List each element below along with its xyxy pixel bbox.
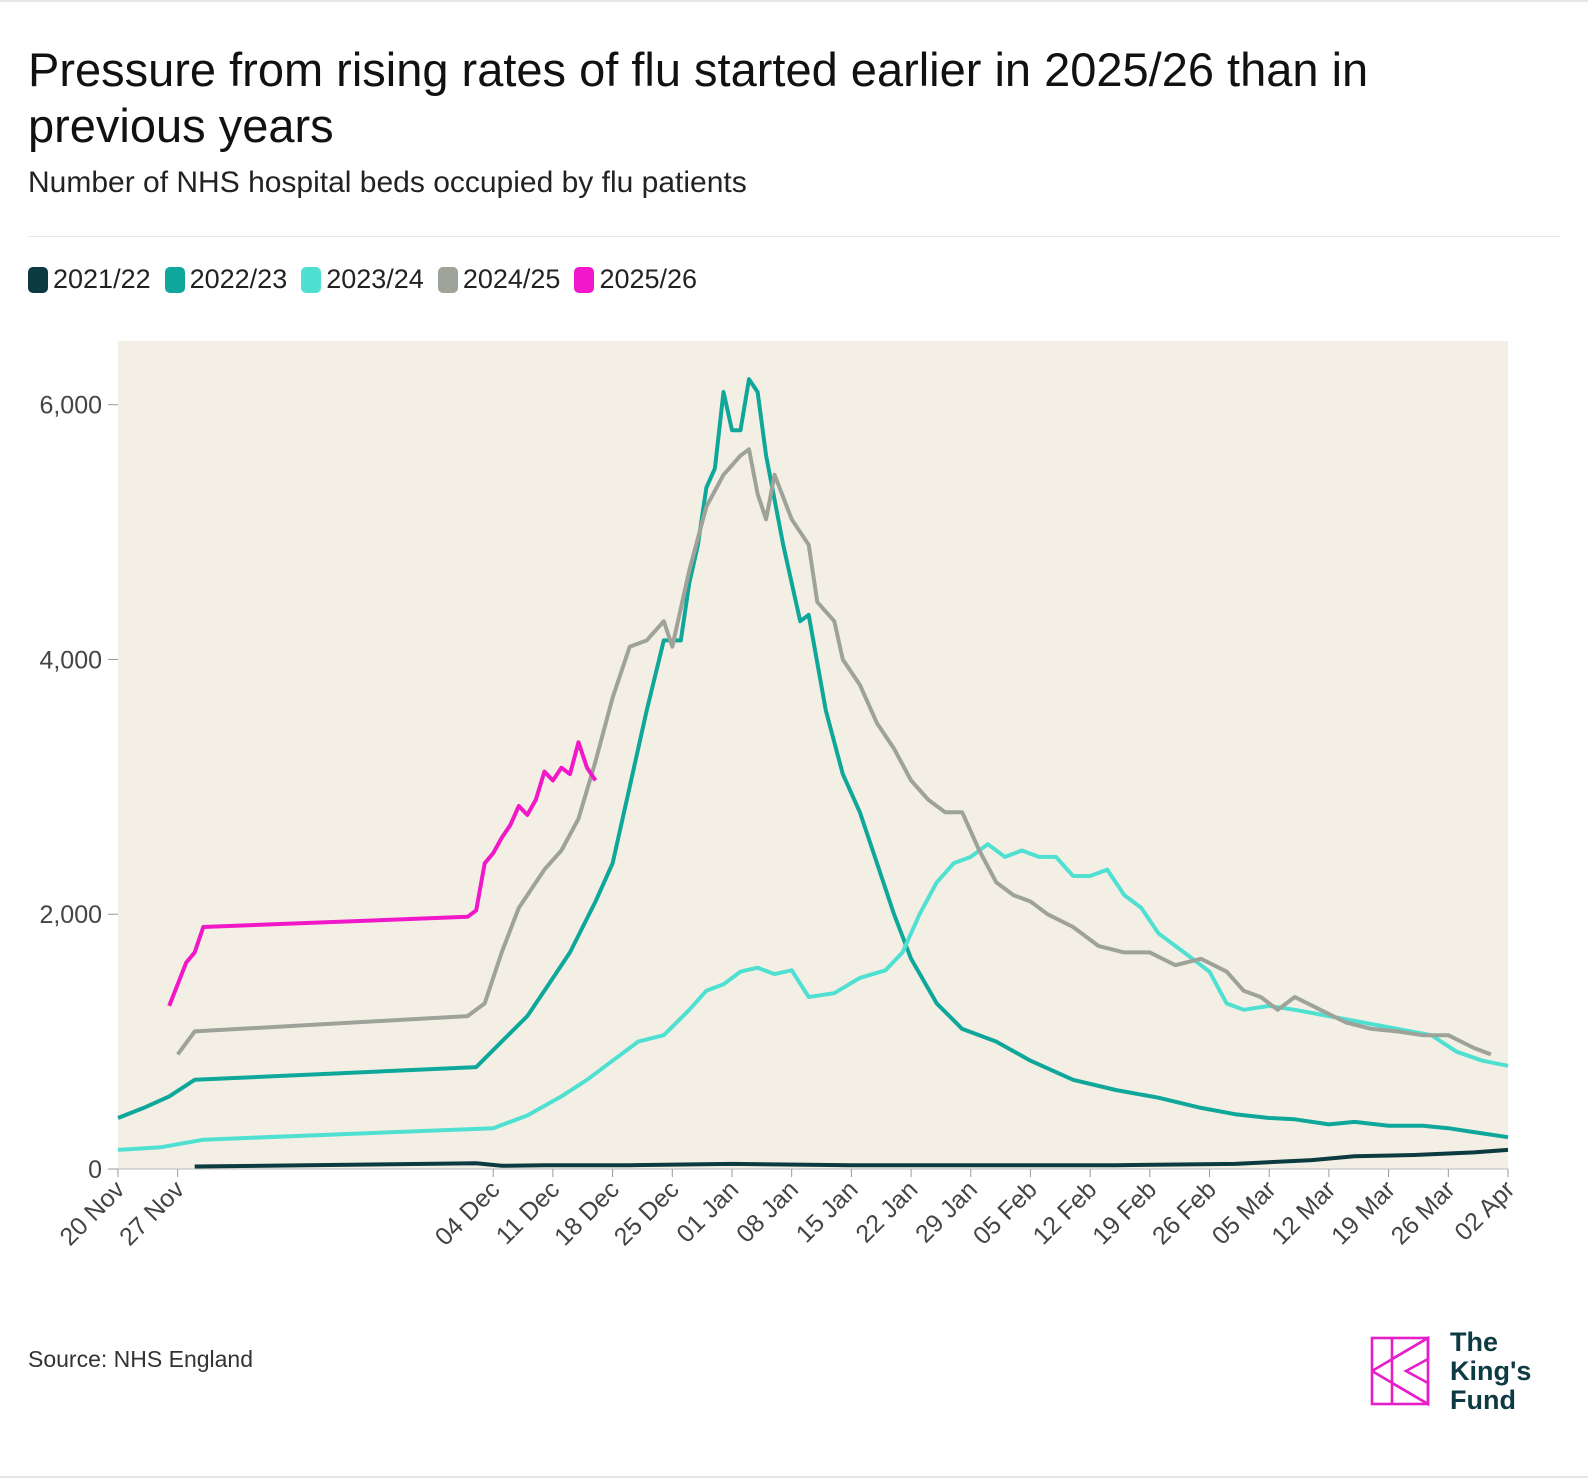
bottom-border: [0, 1476, 1588, 1478]
legend-item-2021-22: 2021/22: [28, 264, 151, 295]
legend-swatch: [437, 266, 458, 293]
x-tick-label: 26 Mar: [1386, 1175, 1461, 1250]
kings-fund-k-logo-icon: [1370, 1335, 1430, 1406]
x-tick-label: 08 Jan: [731, 1175, 804, 1248]
logo-wordmark: The King's Fund: [1450, 1328, 1531, 1415]
x-tick-label: 26 Feb: [1147, 1175, 1222, 1250]
legend-swatch: [28, 266, 48, 293]
x-tick-label: 20 Nov: [54, 1175, 130, 1251]
x-tick-label: 04 Dec: [430, 1175, 506, 1251]
kings-fund-logo: The King's Fund: [1368, 1328, 1531, 1415]
x-tick-label: 19 Feb: [1087, 1175, 1162, 1250]
series-line-2022-23: [117, 377, 1509, 1140]
legend-swatch: [164, 266, 185, 293]
x-tick-label: 22 Jan: [850, 1175, 923, 1248]
y-tick-label: 2,000: [39, 901, 102, 929]
y-tick-label: 0: [88, 1156, 102, 1184]
legend-item-2022-23: 2022/23: [164, 264, 288, 295]
source-note: Source: NHS England: [28, 1346, 254, 1372]
x-tick-label: 29 Jan: [910, 1175, 983, 1248]
legend-item-2023-24: 2023/24: [301, 264, 424, 295]
x-tick-label: 12 Mar: [1266, 1175, 1341, 1250]
legend-label: 2021/22: [53, 264, 151, 294]
x-tick-label: 19 Mar: [1326, 1175, 1401, 1250]
header-divider: [28, 236, 1560, 237]
x-tick-label: 11 Dec: [491, 1175, 566, 1250]
legend-swatch: [574, 266, 595, 293]
legend-label: 2024/25: [462, 264, 561, 294]
legend-swatch: [301, 266, 322, 293]
series-line-2025-26: [167, 740, 598, 1007]
legend-label: 2023/24: [326, 264, 424, 294]
x-tick-label: 18 Dec: [549, 1175, 625, 1251]
x-tick-label: 15 Jan: [791, 1175, 864, 1248]
x-tick-label: 12 Feb: [1028, 1175, 1103, 1250]
x-tick-label: 05 Feb: [968, 1175, 1043, 1250]
logo-line-1: The: [1450, 1327, 1499, 1357]
legend-item-2024-25: 2024/25: [437, 264, 561, 295]
y-tick-label: 4,000: [39, 646, 102, 674]
x-tick-label: 01 Jan: [671, 1175, 744, 1248]
logo-line-3: Fund: [1450, 1385, 1516, 1415]
y-tick-label: 6,000: [39, 392, 102, 420]
series-line-2024-25: [176, 447, 1492, 1057]
plot-area: [118, 341, 1508, 1169]
top-border: [0, 0, 1588, 2]
x-tick-label: 27 Nov: [114, 1175, 190, 1251]
x-tick-label: 02 Apr: [1449, 1175, 1520, 1246]
legend: 2021/22 2022/23 2023/24 2024/25 2025/26: [28, 264, 697, 295]
legend-item-2025-26: 2025/26: [574, 264, 697, 295]
chart-subtitle: Number of NHS hospital beds occupied by …: [28, 166, 747, 199]
series-line-2023-24: [117, 842, 1509, 1152]
x-tick-label: 25 Dec: [609, 1175, 685, 1251]
x-tick-label: 05 Mar: [1207, 1175, 1282, 1250]
legend-label: 2022/23: [189, 264, 288, 294]
series-line-2021-22: [194, 1147, 1509, 1169]
logo-line-2: King's: [1450, 1356, 1532, 1386]
legend-label: 2025/26: [599, 264, 698, 294]
chart-title: Pressure from rising rates of flu starte…: [28, 43, 1369, 152]
